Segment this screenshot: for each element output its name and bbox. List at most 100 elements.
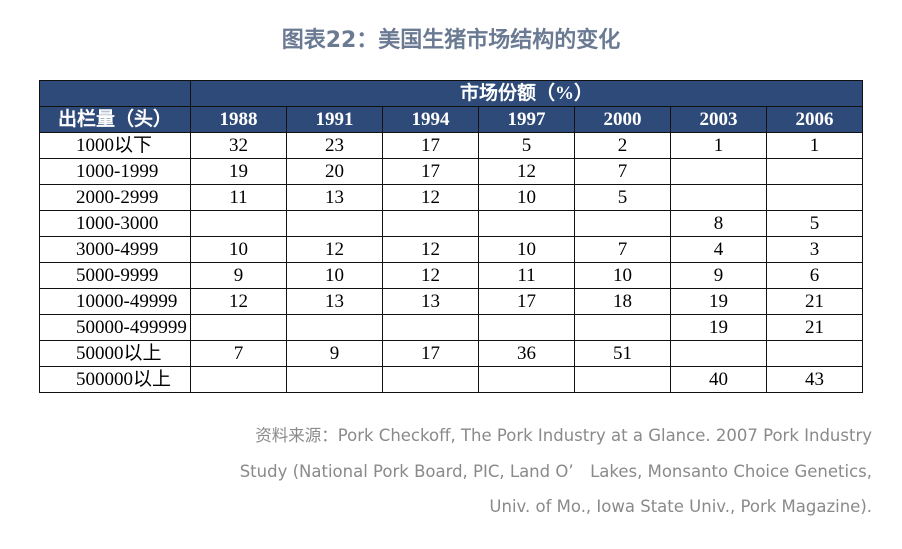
cell: 7	[574, 158, 671, 185]
cell	[286, 210, 383, 237]
cell: 43	[765, 366, 864, 393]
blank-header	[39, 80, 191, 107]
row: 500000以上 40 43	[39, 366, 864, 393]
cell: 10	[574, 262, 671, 289]
cell: 19	[670, 314, 767, 341]
column-header: 2000	[574, 106, 671, 133]
cell: 5	[574, 184, 671, 211]
row-label: 2000-2999	[39, 184, 191, 211]
cell	[190, 366, 287, 393]
cell	[286, 366, 383, 393]
cell: 12	[382, 262, 479, 289]
row-label: 3000-4999	[39, 236, 191, 263]
cell	[765, 340, 864, 367]
cell: 12	[382, 184, 479, 211]
column-header: 2006	[765, 106, 864, 133]
cell: 10	[478, 236, 575, 263]
cell: 17	[382, 132, 479, 159]
row: 50000-499999 19 21	[39, 314, 864, 341]
cell: 3	[765, 236, 864, 263]
cell	[382, 210, 479, 237]
cell: 13	[286, 288, 383, 315]
cell	[574, 314, 671, 341]
cell	[574, 366, 671, 393]
cell	[478, 314, 575, 341]
cell: 12	[190, 288, 287, 315]
group-header: 市场份额（%）	[189, 80, 864, 107]
row-label: 1000-3000	[39, 210, 191, 237]
row-label: 5000-9999	[39, 262, 191, 289]
row: 1000-1999 19 20 17 12 7	[39, 158, 864, 185]
cell	[765, 184, 864, 211]
cell: 9	[670, 262, 767, 289]
cell	[670, 184, 767, 211]
row: 50000以上 7 9 17 36 51	[39, 340, 864, 367]
cell: 5	[478, 132, 575, 159]
cell: 18	[574, 288, 671, 315]
cell	[286, 314, 383, 341]
row: 1000以下 32 23 17 5 2 1 1	[39, 132, 864, 159]
column-header: 1994	[382, 106, 479, 133]
source-line: Study (National Pork Board, PIC, Land O’…	[239, 461, 872, 481]
row-label: 1000以下	[39, 132, 191, 159]
cell: 17	[382, 158, 479, 185]
cell: 13	[382, 288, 479, 315]
cell: 11	[190, 184, 287, 211]
column-header: 2003	[670, 106, 767, 133]
cell: 9	[190, 262, 287, 289]
column-header: 1991	[286, 106, 383, 133]
row-label: 50000以上	[39, 340, 191, 367]
row: 10000-49999 12 13 13 17 18 19 21	[39, 288, 864, 315]
cell: 13	[286, 184, 383, 211]
cell	[190, 314, 287, 341]
table: 市场份额（%） 出栏量（头） 1988 1991 1994 1997 2000 2003 20…	[39, 80, 864, 393]
source-line: Univ. of Mo., Iowa State Univ., Pork Mag…	[489, 497, 872, 516]
cell: 4	[670, 236, 767, 263]
row-header: 出栏量（头）	[39, 106, 191, 133]
cell: 17	[478, 288, 575, 315]
cell	[670, 158, 767, 185]
row: 5000-9999 9 10 12 11 10 9 6	[39, 262, 864, 289]
cell: 19	[670, 288, 767, 315]
cell: 7	[190, 340, 287, 367]
cell: 11	[478, 262, 575, 289]
cell: 23	[286, 132, 383, 159]
row: 2000-2999 11 13 12 10 5	[39, 184, 864, 211]
cell	[765, 158, 864, 185]
cell: 10	[190, 236, 287, 263]
cell: 8	[670, 210, 767, 237]
title: 图表22：美国生猪市场结构的变化	[281, 28, 621, 53]
cell: 20	[286, 158, 383, 185]
source-line: 资料来源：Pork Checkoff, The Pork Industry at…	[255, 426, 872, 445]
cell: 6	[765, 262, 864, 289]
cell: 9	[286, 340, 383, 367]
cell: 2	[574, 132, 671, 159]
cell: 36	[478, 340, 575, 367]
cell: 7	[574, 236, 671, 263]
cell	[670, 340, 767, 367]
row-label: 50000-499999	[39, 314, 191, 341]
cell: 17	[382, 340, 479, 367]
cell	[478, 210, 575, 237]
cell: 1	[670, 132, 767, 159]
column-header: 1988	[190, 106, 287, 133]
cell	[574, 210, 671, 237]
cell: 12	[286, 236, 383, 263]
cell: 12	[478, 158, 575, 185]
row-label: 10000-49999	[39, 288, 191, 315]
row: 3000-4999 10 12 12 10 7 4 3	[39, 236, 864, 263]
cell	[382, 366, 479, 393]
cell	[382, 314, 479, 341]
cell	[478, 366, 575, 393]
source: 资料来源：Pork Checkoff, The Pork Industry at…	[240, 418, 872, 525]
cell: 32	[190, 132, 287, 159]
cell: 21	[765, 314, 864, 341]
cell: 10	[478, 184, 575, 211]
cell: 40	[670, 366, 767, 393]
row-label: 500000以上	[39, 366, 191, 393]
cell: 19	[190, 158, 287, 185]
row: 1000-3000 8 5	[39, 210, 864, 237]
row-label: 1000-1999	[39, 158, 191, 185]
cell: 12	[382, 236, 479, 263]
cell: 51	[574, 340, 671, 367]
